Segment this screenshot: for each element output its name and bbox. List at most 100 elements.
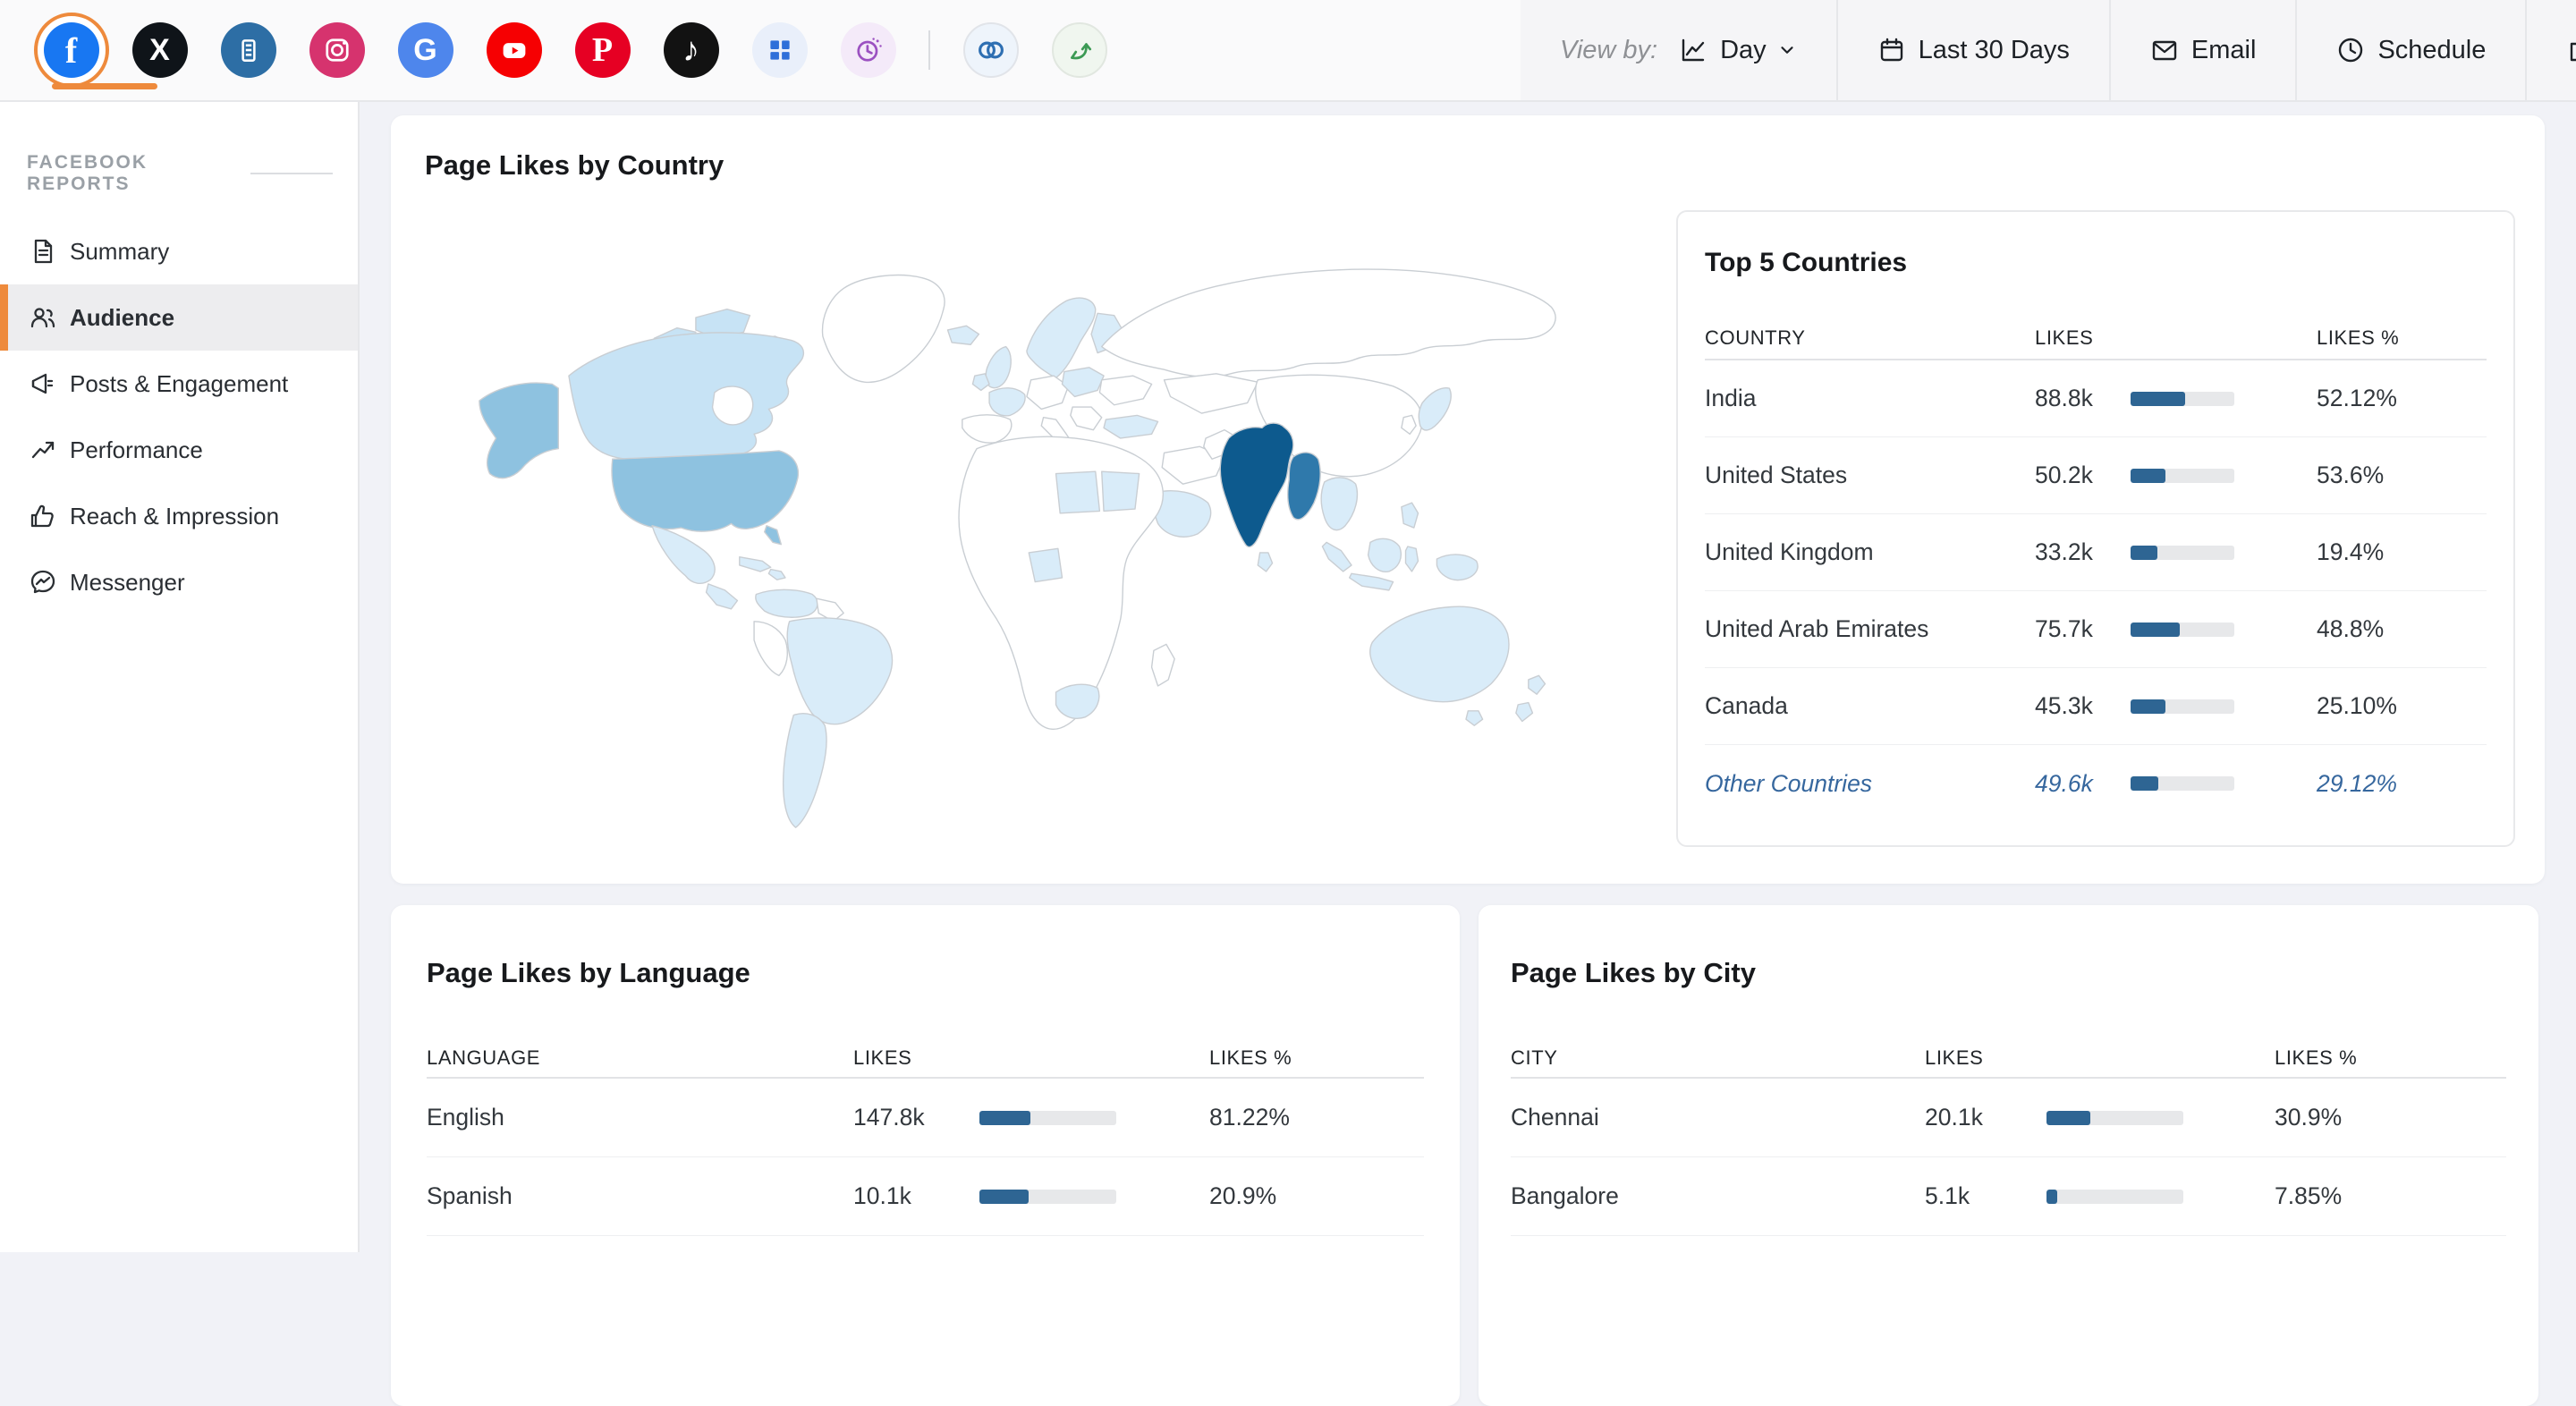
sidebar-item-summary[interactable]: Summary (0, 218, 358, 284)
likes-percent: 52.12% (2317, 385, 2397, 411)
table-row: India 88.8k 52.12% (1705, 360, 2487, 437)
table-row: United Arab Emirates 75.7k 48.8% (1705, 591, 2487, 668)
map-australia (1369, 606, 1510, 703)
export-button[interactable]: Export (2525, 0, 2576, 100)
channel-tiktok[interactable]: ♪ (647, 22, 735, 78)
channel-company-page[interactable] (204, 22, 292, 78)
view-by-control[interactable]: View by: Day (1521, 0, 1836, 100)
topbar: f X G P ♪ View by: (0, 0, 2576, 102)
sidebar-item-audience[interactable]: Audience (0, 284, 358, 351)
channel-scheduler[interactable] (824, 22, 912, 78)
facebook-active-ring: f (33, 13, 109, 88)
channel-pinterest[interactable]: P (558, 22, 647, 78)
scheduler-clock-icon (840, 22, 896, 78)
col-language: LANGUAGE (427, 1046, 541, 1069)
language-name: Spanish (427, 1182, 513, 1209)
likes-percent: 19.4% (2317, 538, 2385, 565)
col-likes-pct: LIKES % (2275, 1046, 2358, 1069)
likes-percent: 30.9% (2275, 1104, 2343, 1131)
schedule-label: Schedule (2377, 35, 2487, 64)
likes-value: 147.8k (853, 1104, 925, 1131)
table-row: Canada 45.3k 25.10% (1705, 668, 2487, 745)
x-icon: X (131, 22, 188, 78)
likes-value: 45.3k (2035, 692, 2093, 719)
likes-bar (2131, 545, 2317, 560)
sidebar-item-reach-impression[interactable]: Reach & Impression (0, 483, 358, 549)
table-row-other-countries: Other Countries 49.6k 29.12% (1705, 745, 2487, 822)
export-icon (2571, 42, 2576, 62)
channel-youtube[interactable] (470, 22, 558, 78)
sidebar-item-label: Messenger (70, 568, 185, 596)
top-5-countries-panel: Top 5 Countries COUNTRY LIKES LIKES % In… (1676, 210, 2515, 847)
likes-bar (2131, 468, 2317, 483)
country-name: United States (1705, 462, 1848, 488)
map-india (1219, 422, 1294, 548)
channel-google-business[interactable]: G (381, 22, 470, 78)
card-title: Page Likes by City (1511, 957, 1756, 988)
page-likes-by-city-card: Page Likes by City CITY LIKES LIKES % Ch… (1479, 905, 2538, 1406)
topbar-controls: View by: Day Last 30 Days Email Schedule… (1521, 0, 2576, 100)
likes-percent: 81.22% (1209, 1104, 1290, 1131)
section-rule (250, 173, 333, 174)
email-icon (2152, 40, 2177, 61)
likes-value: 20.1k (1925, 1104, 1983, 1131)
page-likes-by-language-card: Page Likes by Language LANGUAGE LIKES LI… (391, 905, 1460, 1406)
likes-bar (979, 1110, 1209, 1125)
sidebar-section-title: FACEBOOK REPORTS (27, 152, 333, 195)
likes-bar (2131, 699, 2317, 714)
likes-bar (2046, 1189, 2275, 1204)
sidebar-item-label: Performance (70, 436, 203, 463)
view-by-label: View by: (1560, 35, 1658, 64)
google-icon: G (397, 22, 453, 78)
country-name: United Arab Emirates (1705, 615, 1929, 642)
map-brazil (786, 617, 894, 725)
map-russia (1101, 268, 1556, 377)
page-likes-by-country-card: Page Likes by Country (391, 115, 2545, 884)
city-name: Bangalore (1511, 1182, 1619, 1209)
table-row: Chennai 20.1k 30.9% (1511, 1079, 2506, 1157)
channel-x[interactable]: X (115, 22, 204, 78)
date-range-button[interactable]: Last 30 Days (1835, 0, 2109, 100)
country-name: India (1705, 385, 1757, 411)
chart-icon (1682, 38, 1705, 62)
building-icon (220, 22, 276, 78)
col-country: COUNTRY (1705, 326, 1806, 349)
col-likes: LIKES (1925, 1046, 1984, 1069)
col-likes: LIKES (853, 1046, 912, 1069)
leads-icon (1051, 22, 1107, 78)
world-map-choropleth[interactable] (436, 233, 1580, 860)
sidebar-item-label: Audience (70, 303, 175, 331)
map-china (1255, 374, 1423, 478)
channel-divider (928, 30, 930, 70)
likes-bar (2131, 391, 2317, 406)
language-name: English (427, 1104, 504, 1131)
map-united-kingdom (985, 345, 1012, 389)
sidebar-item-messenger[interactable]: Messenger (0, 549, 358, 615)
email-button[interactable]: Email (2108, 0, 2296, 100)
card-title: Page Likes by Country (425, 149, 724, 181)
table-header: CITY LIKES LIKES % (1511, 1039, 2506, 1079)
channel-switcher: f X G P ♪ (27, 0, 1123, 100)
email-label: Email (2190, 35, 2257, 64)
messenger-icon (30, 570, 55, 594)
tiktok-icon: ♪ (663, 22, 719, 78)
likes-bar (2131, 622, 2317, 637)
view-by-value: Day (1720, 35, 1767, 64)
channel-apps-grid[interactable] (735, 22, 824, 78)
sidebar-item-performance[interactable]: Performance (0, 417, 358, 483)
channel-leads[interactable] (1035, 22, 1123, 78)
schedule-button[interactable]: Schedule (2295, 0, 2525, 100)
clock-icon (2339, 38, 2363, 63)
sidebar-item-posts-engagement[interactable]: Posts & Engagement (0, 351, 358, 417)
date-range-label: Last 30 Days (1918, 35, 2070, 64)
channel-connected-rings[interactable] (946, 22, 1035, 78)
other-countries-link[interactable]: Other Countries (1705, 769, 1873, 797)
channel-facebook[interactable]: f (27, 13, 157, 89)
table-header: COUNTRY LIKES LIKES % (1705, 318, 2487, 360)
channel-instagram[interactable] (292, 22, 381, 78)
facebook-icon: f (43, 22, 99, 78)
chevron-down-icon (1781, 47, 1793, 54)
table-row: Spanish 10.1k 20.9% (427, 1157, 1424, 1236)
likes-percent: 20.9% (1209, 1182, 1277, 1209)
pinterest-icon: P (574, 22, 631, 78)
